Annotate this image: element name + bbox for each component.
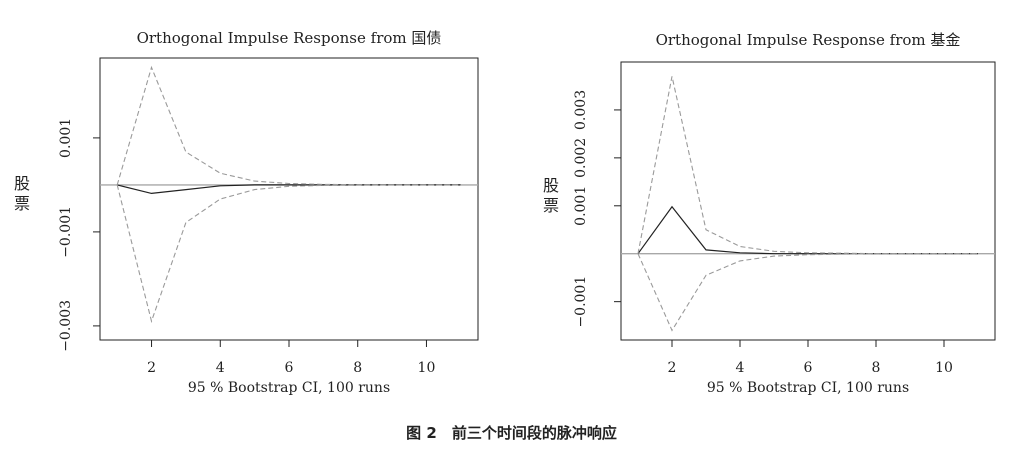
x-tick-label: 4 — [736, 360, 745, 376]
y-axis-label-char: 股 — [14, 174, 30, 193]
x-tick-label: 4 — [216, 360, 225, 376]
y-tick-label: 0.001 — [58, 118, 74, 158]
plot-frame — [620, 61, 996, 341]
y-axis-label-char: 票 — [543, 196, 559, 215]
x-tick-label: 6 — [285, 360, 294, 376]
x-tick-label: 8 — [872, 360, 881, 376]
ci-lower-line — [637, 253, 978, 332]
response-line — [637, 205, 978, 255]
ci-upper-line — [116, 65, 461, 186]
x-tick-label: 2 — [668, 360, 677, 376]
y-tick-label: −0.001 — [58, 206, 74, 258]
y-tick-label: 0.003 — [573, 90, 589, 130]
y-axis-label-char: 股 — [543, 176, 559, 195]
ci-lower-line — [116, 184, 461, 324]
x-tick-label: 10 — [418, 360, 436, 376]
irf-chart-bonds: Orthogonal Impulse Response from 国债 2 4 6 8 1… — [14, 29, 479, 396]
x-tick-label: 8 — [353, 360, 362, 376]
y-tick-label: −0.001 — [573, 276, 589, 328]
x-axis-label: 95 % Bootstrap CI, 100 runs — [707, 380, 909, 396]
chart-title: Orthogonal Impulse Response from 国债 — [137, 29, 442, 47]
response-line — [117, 184, 461, 195]
x-tick-label: 2 — [147, 360, 156, 376]
y-axis-label-char: 票 — [14, 194, 30, 213]
figure-caption: 图 2 前三个时间段的脉冲响应 — [406, 424, 617, 442]
chart-title: Orthogonal Impulse Response from 基金 — [656, 31, 961, 49]
x-axis-label: 95 % Bootstrap CI, 100 runs — [188, 380, 390, 396]
y-tick-label: −0.003 — [58, 300, 74, 352]
ci-upper-line — [637, 76, 978, 255]
irf-chart-funds: Orthogonal Impulse Response from 基金 2 4 6 8 1… — [543, 31, 996, 396]
y-tick-label: 0.001 — [573, 186, 589, 226]
y-tick-label: 0.002 — [573, 138, 589, 178]
x-tick-label: 6 — [804, 360, 813, 376]
plot-frame — [99, 57, 479, 341]
x-tick-label: 10 — [935, 360, 953, 376]
